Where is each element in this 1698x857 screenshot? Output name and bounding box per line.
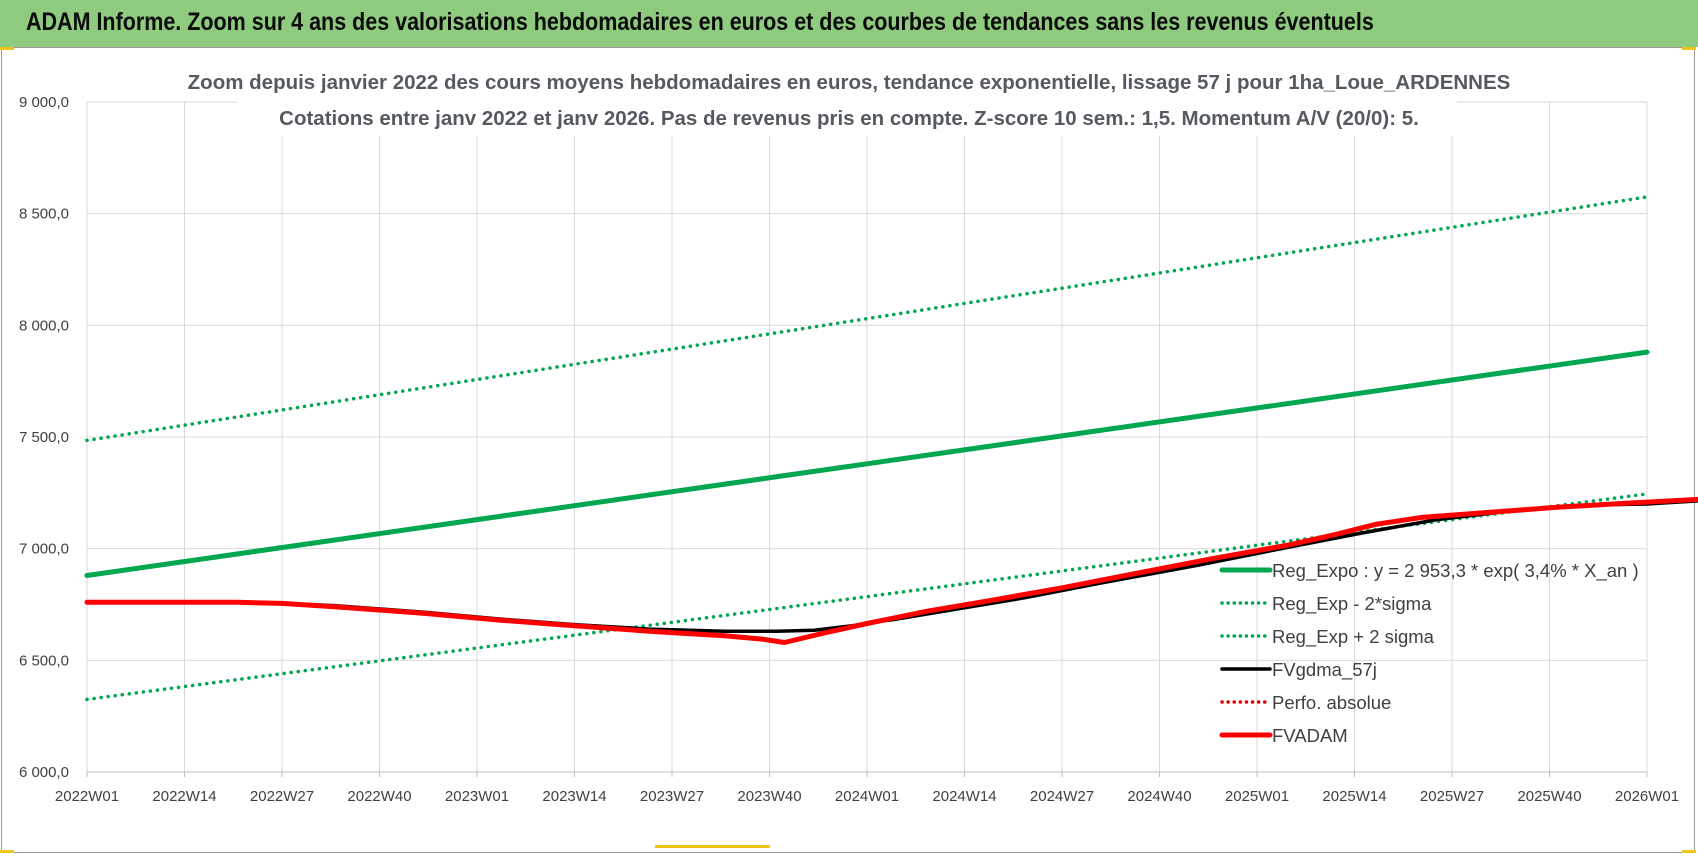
x-tick-label: 2024W14 [932,788,996,805]
x-tick-label: 2024W40 [1127,788,1191,805]
corner-mark-bottom-right [1682,850,1696,853]
x-tick-label: 2024W27 [1030,788,1094,805]
x-tick-label: 2022W27 [250,788,314,805]
header-banner: ADAM Informe. Zoom sur 4 ans des valoris… [0,0,1698,47]
x-axis-ticks: 2022W01 2022W14 2022W27 2022W40 2023W01 2023W… [55,788,1679,805]
series-line-reg-exp [85,492,1649,702]
x-tick-label: 2023W14 [542,788,606,805]
legend-label: Reg_Expo : y = 2 953,3 * exp( 3,4% * X_a… [1272,560,1639,582]
gridlines [86,101,1648,777]
x-tick-label: 2023W27 [640,788,704,805]
y-tick-label: 6 000,0 [19,764,69,781]
chart-subtitle: Cotations entre janv 2022 et janv 2026. … [279,107,1419,130]
legend-label: FVgdma_57j [1272,659,1377,681]
y-tick-label: 7 500,0 [19,429,69,446]
x-tick-label: 2025W27 [1420,788,1484,805]
x-tick-label: 2023W01 [445,788,509,805]
subtitle-background [237,64,1457,136]
x-tick-label: 2025W14 [1322,788,1386,805]
series-line-reg-exp [85,195,1649,443]
x-tick-label: 2026W01 [1615,788,1679,805]
y-tick-label: 8 000,0 [19,317,69,334]
bottom-center-mark [655,845,770,848]
legend-label: FVADAM [1272,725,1348,746]
y-tick-label: 9 000,0 [19,94,69,111]
corner-mark-right [1682,47,1696,50]
series-line-reg-expo [84,349,1650,578]
x-tick-label: 2022W40 [347,788,411,805]
y-tick-label: 8 500,0 [19,206,69,223]
x-tick-label: 2025W01 [1225,788,1289,805]
series-line-fvadam [84,496,1698,645]
x-tick-label: 2022W01 [55,788,119,805]
x-tick-label: 2025W40 [1517,788,1581,805]
x-tick-label: 2024W01 [835,788,899,805]
chart-title: Zoom depuis janvier 2022 des cours moyen… [188,71,1511,94]
x-tick-label: 2023W40 [737,788,801,805]
y-tick-label: 6 500,0 [19,652,69,669]
y-axis-ticks: 9 000,0 8 500,0 8 000,0 7 500,0 7 000,0 6 500… [19,94,69,781]
x-tick-label: 2022W14 [152,788,216,805]
legend-label: Reg_Exp + 2 sigma [1272,626,1435,648]
corner-mark-bottom-left [0,850,14,853]
legend: Reg_Expo : y = 2 953,3 * exp( 3,4% * X_a… [1219,560,1639,746]
legend-label: Reg_Exp - 2*sigma [1272,593,1432,615]
chart-frame [1,47,1695,853]
y-tick-label: 7 000,0 [19,541,69,558]
corner-mark-left [0,47,14,50]
legend-label: Perfo. absolue [1272,692,1391,713]
series-lines [84,195,1698,702]
page-title: ADAM Informe. Zoom sur 4 ans des valoris… [26,8,1374,36]
